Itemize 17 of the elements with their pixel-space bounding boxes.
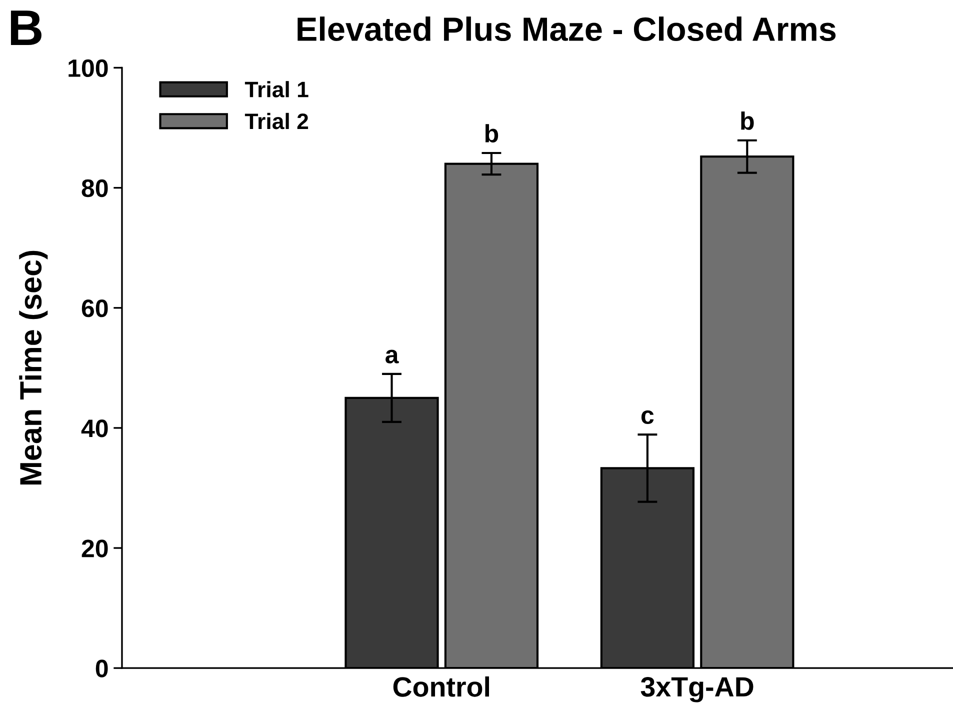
annotation: a (386, 350, 399, 364)
annotation: b (485, 124, 498, 142)
legend-label: Trial 1 (244, 81, 308, 98)
y-tick-label: 80 (82, 179, 108, 198)
annotation: b (741, 112, 754, 130)
annotation: c (641, 410, 654, 424)
text: B (10, 10, 42, 46)
y-tick-label: 40 (81, 420, 108, 438)
y-axis-title: Mean Time (sec) (19, 250, 48, 484)
y-tick-label: 0 (96, 660, 108, 678)
y-tick-label: 20 (82, 540, 108, 558)
x-tick-label: 3xTg-AD (640, 677, 754, 702)
x-tick-label: Control (393, 676, 490, 697)
y-tick-label: 60 (82, 299, 108, 318)
legend-label: Trial 2 (244, 112, 308, 130)
chart-title: Elevated Plus Maze - Closed Arms (298, 16, 836, 42)
y-tick-label: 100 (68, 59, 108, 78)
